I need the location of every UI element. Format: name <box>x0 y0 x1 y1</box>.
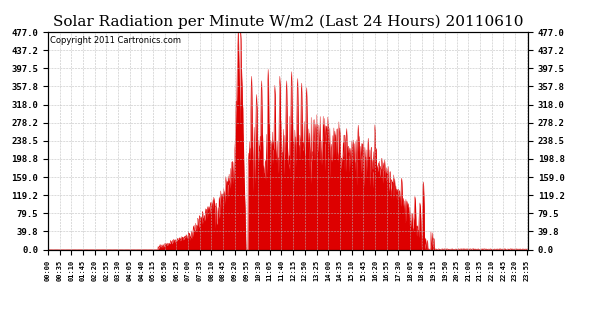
Title: Solar Radiation per Minute W/m2 (Last 24 Hours) 20110610: Solar Radiation per Minute W/m2 (Last 24… <box>53 15 523 29</box>
Text: Copyright 2011 Cartronics.com: Copyright 2011 Cartronics.com <box>50 36 181 45</box>
